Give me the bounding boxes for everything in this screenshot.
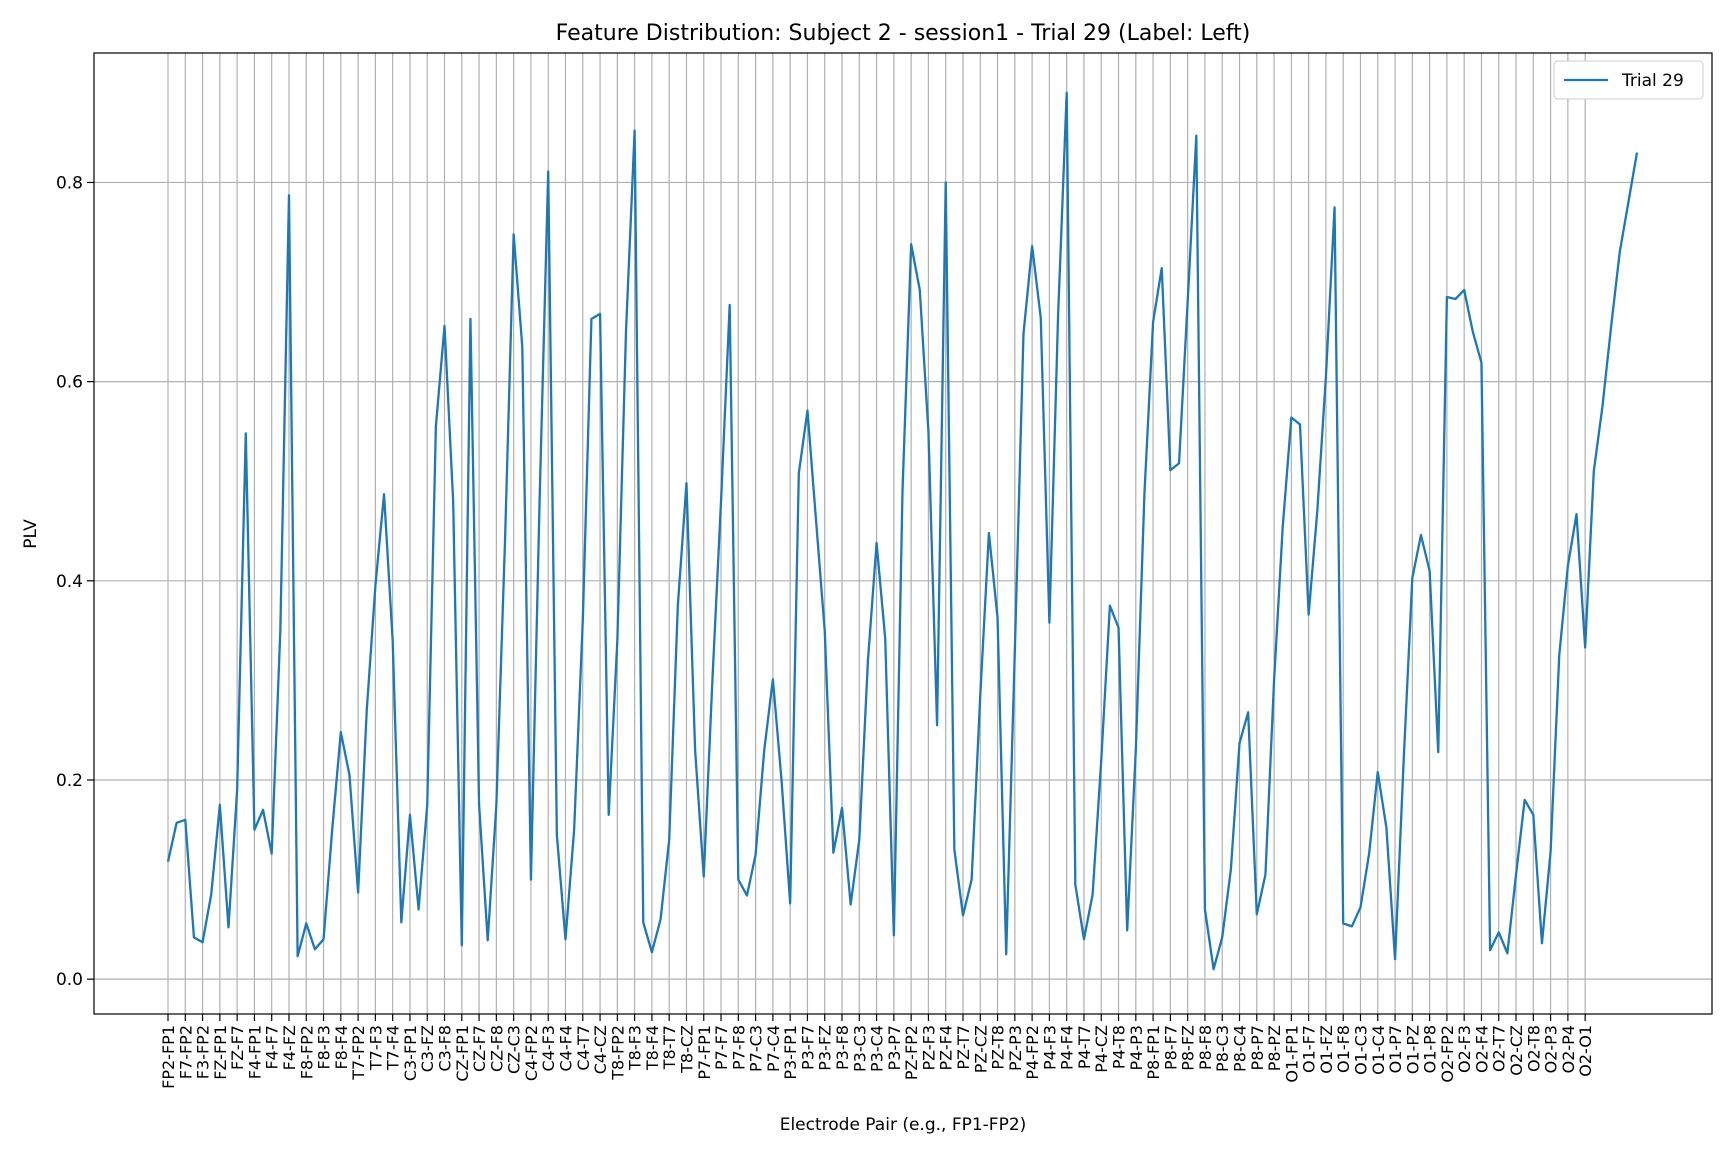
x-tick-label: O2-F4: [1472, 1025, 1491, 1073]
y-axis-ticks: 0.0 0.2 0.4 0.6 0.8: [56, 173, 94, 990]
x-tick-label: T8-F3: [626, 1025, 645, 1071]
x-tick-label: PZ-T7: [954, 1025, 973, 1070]
x-tick-label: O2-CZ: [1507, 1025, 1526, 1076]
x-tick-label: F8-F4: [332, 1025, 351, 1070]
x-tick-label: P4-F4: [1058, 1025, 1077, 1070]
x-tick-label: C3-FZ: [418, 1025, 437, 1072]
x-axis-label: Electrode Pair (e.g., FP1-FP2): [780, 1115, 1027, 1135]
y-tick-label: 0.6: [56, 373, 83, 393]
x-tick-label: O1-F8: [1334, 1025, 1353, 1073]
x-tick-label: T8-CZ: [677, 1025, 696, 1074]
x-tick-label: O2-T7: [1490, 1025, 1509, 1072]
x-tick-label: P7-C4: [764, 1025, 783, 1072]
x-tick-label: P4-CZ: [1092, 1025, 1111, 1073]
x-tick-label: O1-PZ: [1403, 1025, 1422, 1074]
x-tick-label: P8-PZ: [1265, 1025, 1284, 1071]
x-axis-ticks: FP2-FP1F7-FP2F3-FP2FZ-FP1FZ-F7F4-FP1F4-F…: [159, 1014, 1595, 1089]
x-tick-label: O2-P3: [1542, 1025, 1561, 1073]
x-tick-label: T8-F4: [643, 1025, 662, 1071]
x-tick-label: P8-C4: [1231, 1025, 1250, 1072]
x-tick-label: P3-C3: [850, 1025, 869, 1072]
plot-frame: [93, 52, 1713, 1015]
chart-title: Feature Distribution: Subject 2 - sessio…: [556, 21, 1251, 46]
x-tick-label: P4-T8: [1110, 1025, 1129, 1069]
x-tick-label: O2-P4: [1559, 1025, 1578, 1073]
x-tick-label: CZ-FP1: [453, 1025, 472, 1082]
x-tick-label: P3-FP1: [781, 1025, 800, 1080]
x-tick-label: F8-FP2: [297, 1025, 316, 1079]
x-tick-label: P7-F7: [712, 1025, 731, 1070]
x-tick-label: P4-T7: [1075, 1025, 1094, 1069]
x-tick-label: P3-FZ: [816, 1025, 835, 1071]
x-tick-label: O1-C4: [1369, 1025, 1388, 1075]
x-tick-label: O1-C3: [1351, 1025, 1370, 1075]
x-tick-label: F4-FP1: [245, 1025, 264, 1079]
x-tick-label: P3-P7: [885, 1025, 904, 1070]
x-tick-label: C4-FP2: [522, 1025, 541, 1081]
x-tick-label: T7-F4: [384, 1025, 403, 1071]
x-tick-label: PZ-F3: [919, 1025, 938, 1070]
x-tick-label: O1-P7: [1386, 1025, 1405, 1073]
y-tick-label: 0.4: [56, 572, 83, 592]
x-tick-label: P7-FP1: [695, 1025, 714, 1080]
x-tick-label: C4-F4: [556, 1025, 575, 1072]
x-tick-label: O2-O1: [1576, 1025, 1595, 1077]
x-tick-label: P8-F7: [1161, 1025, 1180, 1070]
x-tick-label: P7-C3: [747, 1025, 766, 1072]
x-tick-label: PZ-FP2: [902, 1025, 921, 1080]
legend-label-trial-29: Trial 29: [1621, 71, 1684, 91]
x-tick-label: O2-T8: [1524, 1025, 1543, 1072]
x-tick-label: P4-P3: [1127, 1025, 1146, 1070]
x-tick-label: CZ-C3: [505, 1025, 524, 1074]
x-tick-label: FP2-FP1: [159, 1025, 178, 1089]
x-tick-label: CZ-F8: [487, 1025, 506, 1072]
x-tick-label: F8-F3: [315, 1025, 334, 1070]
x-tick-label: P8-FP1: [1144, 1025, 1163, 1080]
x-tick-label: C4-T7: [574, 1025, 593, 1071]
x-tick-label: F3-FP2: [194, 1025, 213, 1079]
x-tick-label: O2-FP2: [1438, 1025, 1457, 1083]
x-tick-label: O1-FP1: [1282, 1025, 1301, 1083]
x-tick-label: F4-FZ: [280, 1025, 299, 1070]
x-tick-label: P8-P7: [1248, 1025, 1267, 1070]
x-tick-label: F7-FP2: [176, 1025, 195, 1079]
legend-box: [1553, 60, 1704, 100]
x-tick-label: C3-F8: [436, 1025, 455, 1072]
x-tick-label: P3-F7: [798, 1025, 817, 1070]
x-tick-label: PZ-F4: [937, 1025, 956, 1070]
x-tick-label: PZ-CZ: [971, 1025, 990, 1073]
x-tick-label: T8-T7: [660, 1025, 679, 1070]
x-tick-label: C3-FP1: [401, 1025, 420, 1081]
x-tick-label: C4-CZ: [591, 1025, 610, 1074]
x-tick-label: P7-F8: [729, 1025, 748, 1070]
x-tick-label: P4-F3: [1040, 1025, 1059, 1070]
legend: Trial 29: [1553, 60, 1704, 100]
x-tick-label: O2-F3: [1455, 1025, 1474, 1073]
x-tick-label: T7-FP2: [349, 1025, 368, 1081]
x-tick-label: C4-F3: [539, 1025, 558, 1072]
y-tick-label: 0.2: [56, 771, 83, 791]
x-tick-label: P8-C3: [1213, 1025, 1232, 1072]
x-tick-label: P8-FZ: [1179, 1025, 1198, 1071]
x-tick-label: P3-F8: [833, 1025, 852, 1070]
x-tick-label: O1-P8: [1421, 1025, 1440, 1073]
y-tick-label: 0.8: [56, 173, 83, 193]
x-tick-label: FZ-FP1: [211, 1025, 230, 1080]
x-tick-label: PZ-T8: [989, 1025, 1008, 1070]
y-tick-label: 0.0: [56, 970, 83, 990]
x-tick-label: PZ-P3: [1006, 1025, 1025, 1071]
x-tick-label: T7-F3: [366, 1025, 385, 1071]
x-tick-label: FZ-F7: [228, 1025, 247, 1070]
x-tick-label: F4-F7: [263, 1025, 282, 1070]
x-tick-label: P8-F8: [1196, 1025, 1215, 1070]
x-tick-label: P3-C4: [868, 1025, 887, 1072]
y-axis-label: PLV: [21, 519, 41, 549]
series-line-trial-29: [166, 91, 1639, 971]
x-tick-label: O1-F7: [1300, 1025, 1319, 1073]
x-tick-label: T8-FP2: [608, 1025, 627, 1081]
x-tick-label: CZ-F7: [470, 1025, 489, 1072]
x-tick-label: P4-FP2: [1023, 1025, 1042, 1080]
x-tick-label: O1-FZ: [1317, 1025, 1336, 1074]
